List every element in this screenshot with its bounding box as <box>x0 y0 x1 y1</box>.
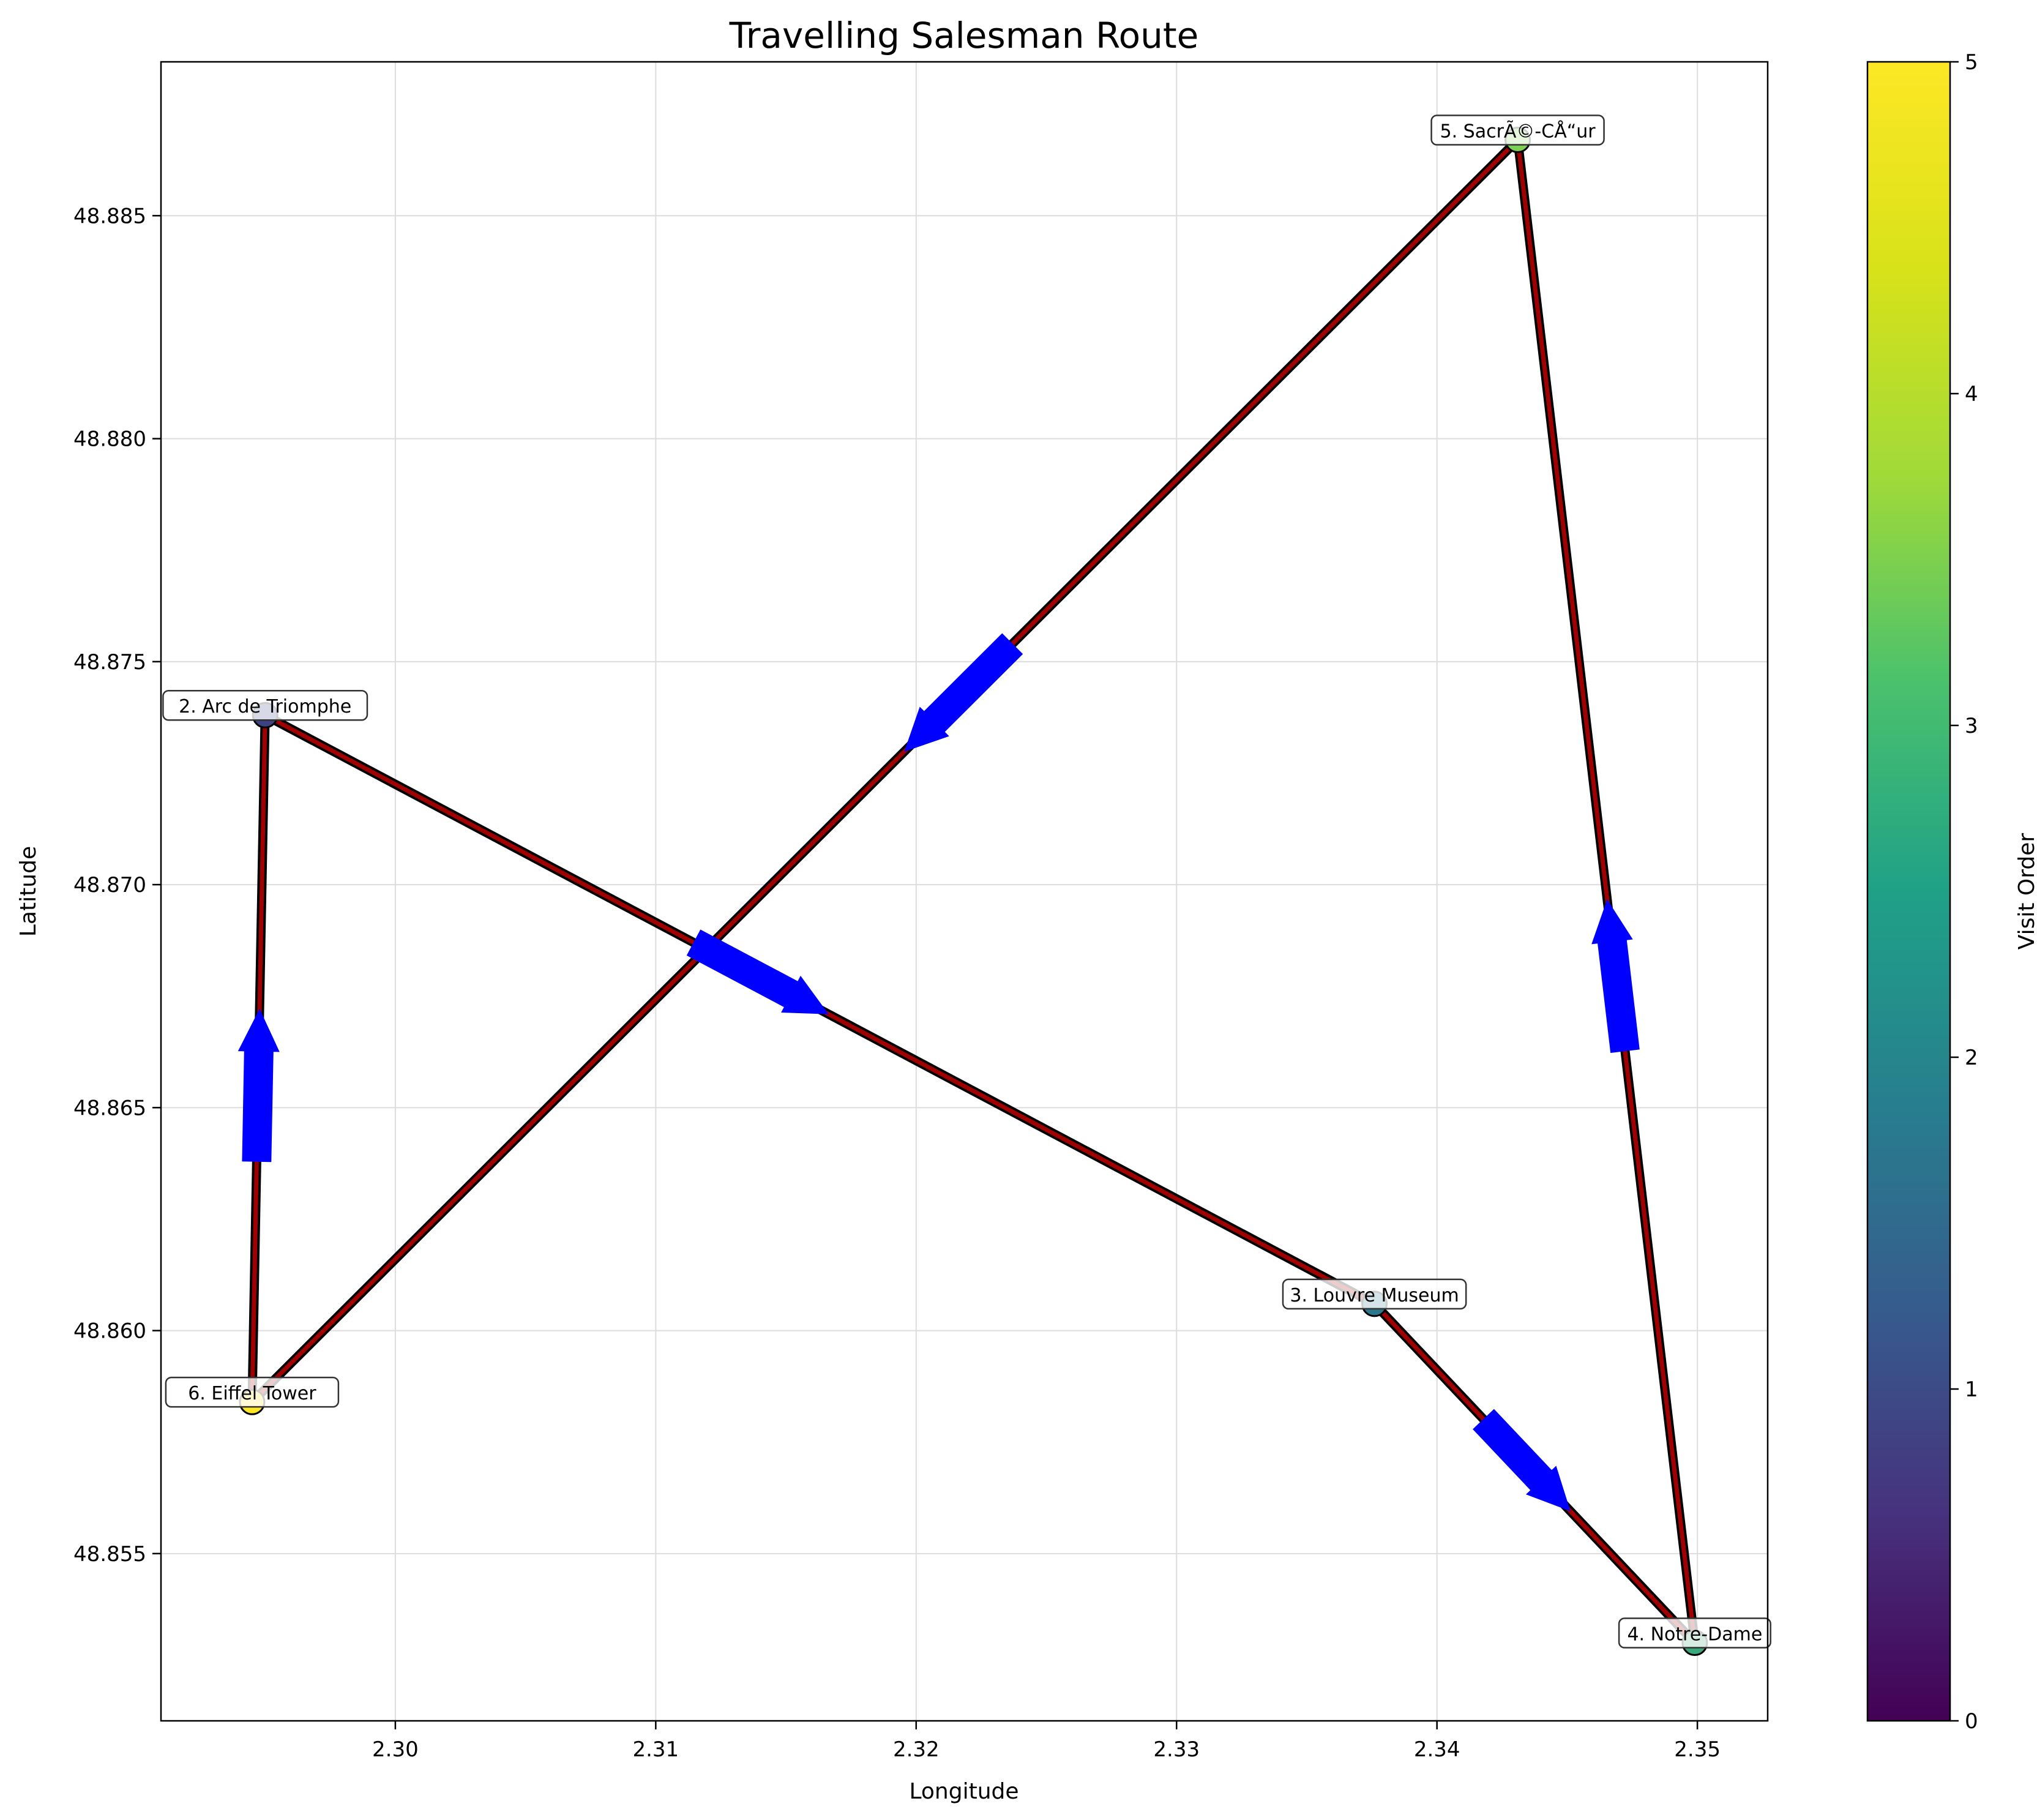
colorbar-tick-label: 4 <box>1965 382 1978 406</box>
stop-label-text: 6. Eiffel Tower <box>188 1383 316 1404</box>
colorbar-tick-label: 5 <box>1965 50 1978 75</box>
y-axis: 48.855 48.860 48.865 48.870 48.875 48.880 48.8… <box>73 204 161 1567</box>
x-tick-label: 2.35 <box>1674 1737 1721 1762</box>
y-tick-label: 48.885 <box>73 204 146 228</box>
x-tick-label: 2.32 <box>893 1737 940 1762</box>
colorbar-ticks: 0 1 2 3 4 5 <box>1950 50 1978 1734</box>
stop-label-text: 3. Louvre Museum <box>1290 1285 1459 1306</box>
stop-label: 4. Notre-Dame <box>1618 1617 1771 1649</box>
direction-arrow <box>686 929 829 1014</box>
y-tick-label: 48.875 <box>73 650 146 675</box>
colorbar-gradient <box>1866 61 1951 1722</box>
x-tick-label: 2.33 <box>1153 1737 1200 1762</box>
direction-arrow <box>237 1008 280 1163</box>
stop-label-box <box>162 689 368 721</box>
stop-label: 6. Eiffel Tower <box>165 1376 340 1408</box>
x-axis: 2.30 2.31 2.32 2.33 2.34 2.35 <box>372 1721 1721 1762</box>
stop-label: 2. Arc de Triomphe <box>162 689 368 721</box>
y-tick-label: 48.855 <box>73 1542 146 1567</box>
grid <box>161 62 1768 1721</box>
stop-label-text: 4. Notre-Dame <box>1627 1624 1762 1646</box>
x-tick-label: 2.31 <box>632 1737 679 1762</box>
direction-arrow <box>1473 1409 1571 1511</box>
y-tick-label: 48.865 <box>73 1096 146 1120</box>
stop-label-box <box>165 1376 340 1408</box>
y-tick-label: 48.870 <box>73 873 146 897</box>
stop-label-box <box>1618 1617 1771 1649</box>
stop-label-box <box>1430 114 1605 146</box>
colorbar: 0 1 2 3 4 5 Visit Order <box>1866 50 2037 1734</box>
direction-arrow <box>904 633 1023 752</box>
stop-labels: 2. Arc de Triomphe 3. Louvre Museum 4. Not… <box>162 114 1771 1649</box>
plot-frame <box>160 61 1769 1722</box>
route-segment <box>250 137 1520 1404</box>
colorbar-tick-label: 0 <box>1965 1709 1978 1734</box>
x-axis-label: Longitude <box>909 1779 1018 1804</box>
y-tick-label: 48.860 <box>73 1319 146 1344</box>
colorbar-tick-label: 1 <box>1965 1377 1978 1402</box>
route-arrows <box>237 633 1640 1511</box>
stop-label-text: 2. Arc de Triomphe <box>179 696 351 717</box>
stop-label: 3. Louvre Museum <box>1282 1278 1467 1310</box>
direction-arrow <box>1591 899 1640 1053</box>
x-tick-label: 2.30 <box>372 1737 419 1762</box>
y-axis-label: Latitude <box>16 846 41 937</box>
route <box>247 135 1700 1648</box>
x-tick-label: 2.34 <box>1414 1737 1460 1762</box>
y-tick-label: 48.880 <box>73 427 146 452</box>
chart-title: Travelling Salesman Route <box>729 15 1199 56</box>
stop-label-box <box>1282 1278 1467 1310</box>
colorbar-tick-label: 3 <box>1965 714 1978 738</box>
colorbar-tick-label: 2 <box>1965 1046 1978 1070</box>
route-segment <box>1516 137 1697 1646</box>
colorbar-label: Visit Order <box>2014 833 2037 950</box>
stop-label-text: 5. SacrÃ©-CÅ“ur <box>1440 120 1596 142</box>
stop-label: 5. SacrÃ©-CÅ“ur <box>1430 114 1605 146</box>
